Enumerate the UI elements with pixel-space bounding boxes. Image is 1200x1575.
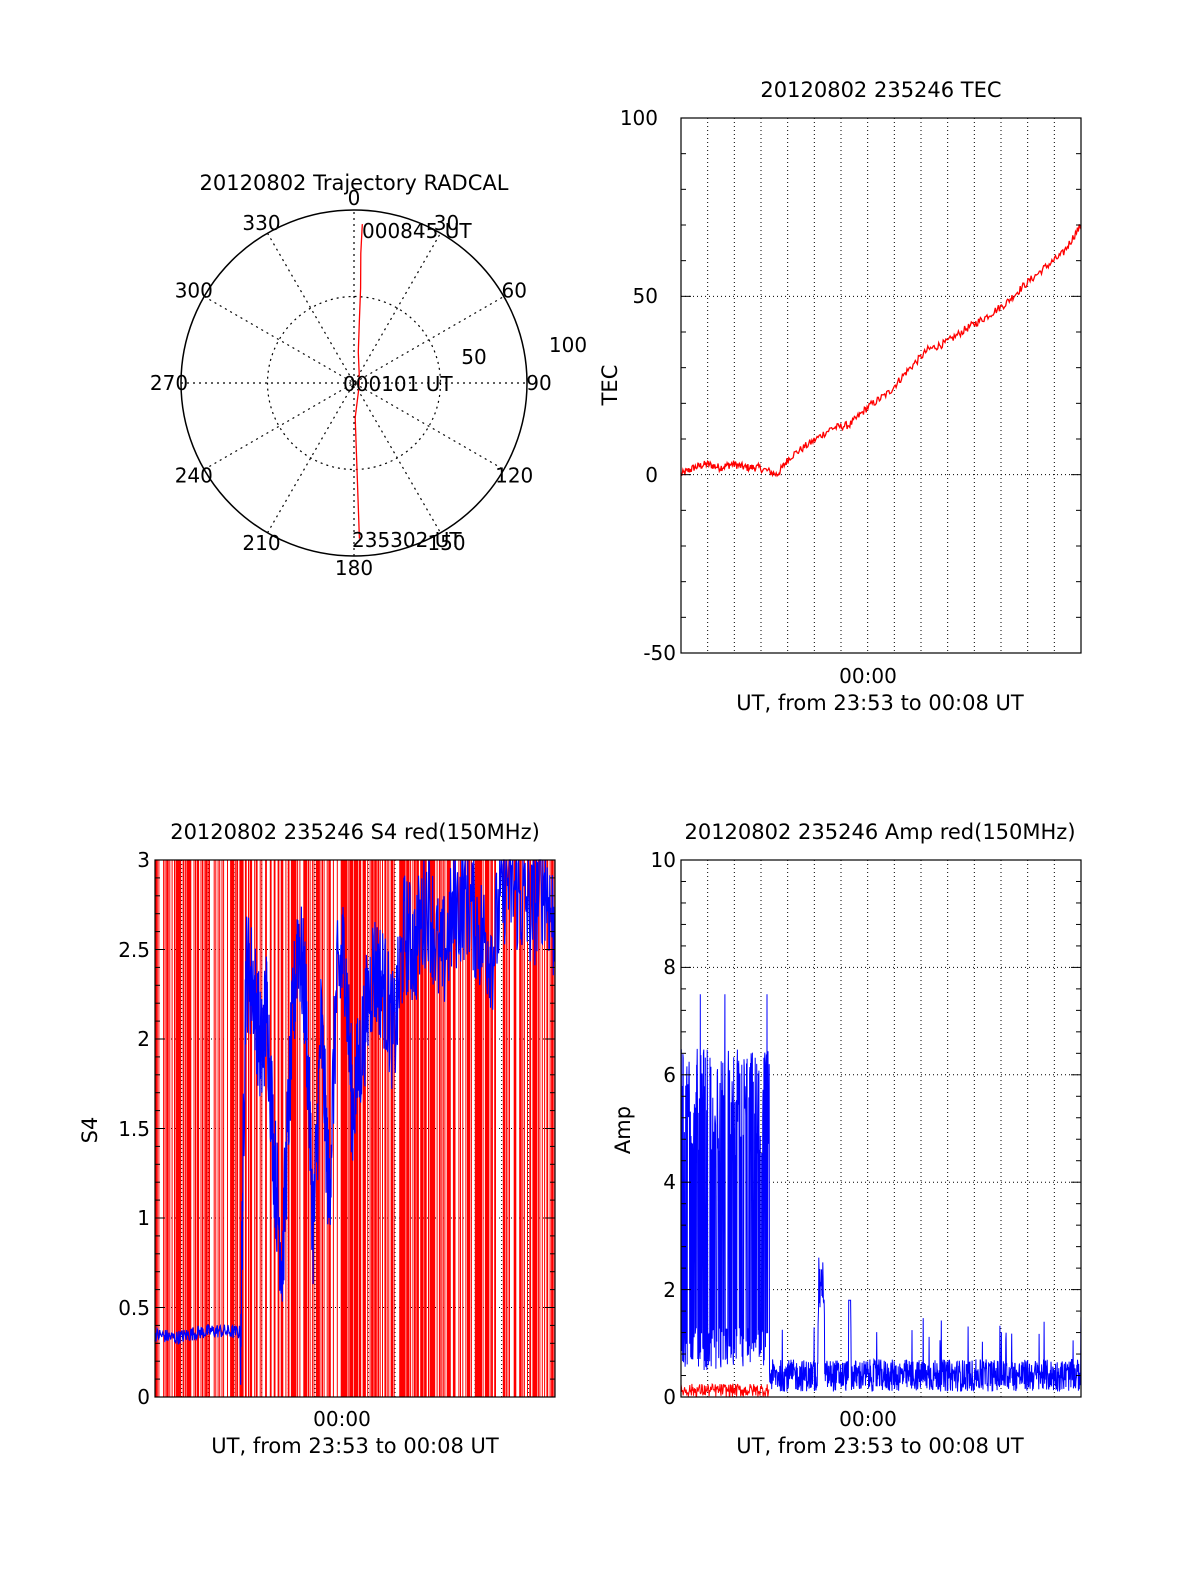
s4-xlabel: UT, from 23:53 to 00:08 UT	[211, 1434, 499, 1458]
polar-azimuth-labels: 0 30 60 90 120 150 180 210 240 270 300 330	[150, 186, 552, 580]
amp-ytick-label: 10	[651, 848, 676, 872]
amp-title: 20120802 235246 Amp red(150MHz)	[684, 820, 1075, 844]
polar-azimuth-label: 300	[175, 279, 213, 303]
trajectory-title: 20120802 Trajectory RADCAL	[200, 171, 509, 195]
polar-azimuth-label: 270	[150, 371, 188, 395]
s4-xtick-label: 00:00	[313, 1407, 371, 1431]
polar-azimuth-label: 240	[175, 464, 213, 488]
amp-chart: 20120802 235246 Amp red(150MHz) 10 8 6 4…	[611, 820, 1082, 1458]
trajectory-mid-label: 000101 UT	[343, 372, 453, 396]
polar-azimuth-label: 120	[495, 464, 533, 488]
polar-grid-spoke	[203, 295, 505, 471]
amp-ytick-label: 6	[663, 1063, 676, 1087]
amp-axis-ticks	[681, 859, 1081, 1398]
polar-grid-spoke	[266, 232, 442, 534]
tec-ytick-label: -50	[643, 641, 676, 665]
s4-chart: 20120802 235246 S4 red(150MHz) 3 2.5 2 1…	[78, 820, 556, 1458]
s4-ytick-label: 3	[137, 848, 150, 872]
polar-grid-spoke	[266, 232, 442, 534]
s4-ytick-label: 1.5	[118, 1117, 150, 1141]
trajectory-end-label: 000845 UT	[362, 219, 472, 243]
tec-xtick-label: 00:00	[839, 664, 897, 688]
polar-azimuth-label: 210	[242, 531, 280, 555]
s4-axis-ticks	[155, 859, 555, 1398]
polar-azimuth-label: 60	[501, 279, 526, 303]
s4-ytick-label: 2.5	[118, 938, 150, 962]
s4-ytick-label: 1	[137, 1206, 150, 1230]
tec-chart: 20120802 235246 TEC 100 50 0 -50 00:00 U…	[598, 78, 1082, 715]
s4-series-blue	[154, 859, 556, 1385]
amp-xtick-label: 00:00	[839, 1407, 897, 1431]
polar-azimuth-label: 330	[242, 211, 280, 235]
polar-azimuth-label: 90	[526, 371, 551, 395]
tec-title: 20120802 235246 TEC	[760, 78, 1001, 102]
tec-grid	[681, 118, 1081, 653]
s4-ytick-label: 2	[137, 1027, 150, 1051]
tec-ytick-label: 0	[645, 463, 658, 487]
tec-axis-ticks	[681, 117, 1081, 654]
s4-ylabel: S4	[78, 1117, 102, 1144]
tec-frame	[680, 117, 1082, 654]
polar-radial-label-50: 50	[461, 345, 486, 369]
tec-xlabel: UT, from 23:53 to 00:08 UT	[736, 691, 1024, 715]
amp-ytick-label: 8	[663, 955, 676, 979]
trajectory-start-label: 235302 UT	[352, 528, 462, 552]
polar-grid	[181, 210, 527, 556]
amp-series-blue	[680, 994, 1082, 1392]
amp-ytick-label: 2	[663, 1278, 676, 1302]
amp-series-red	[680, 1383, 770, 1398]
s4-ytick-label: 0	[137, 1385, 150, 1409]
polar-azimuth-label: 30	[434, 211, 459, 235]
polar-azimuth-label: 0	[348, 186, 361, 210]
amp-xlabel: UT, from 23:53 to 00:08 UT	[736, 1434, 1024, 1458]
polar-azimuth-label: 180	[335, 556, 373, 580]
tec-series-red	[680, 224, 1082, 478]
amp-ytick-label: 4	[663, 1170, 676, 1194]
trajectory-track	[354, 224, 363, 539]
tec-ylabel: TEC	[598, 365, 622, 407]
s4-title: 20120802 235246 S4 red(150MHz)	[170, 820, 540, 844]
amp-ylabel: Amp	[611, 1106, 635, 1154]
polar-outer-circle	[180, 209, 528, 557]
tec-ytick-label: 100	[620, 106, 658, 130]
tec-ytick-label: 50	[633, 284, 658, 308]
s4-ytick-label: 0.5	[118, 1296, 150, 1320]
polar-azimuth-label: 150	[427, 531, 465, 555]
polar-radial-label-100: 100	[549, 333, 587, 357]
trajectory-polar-plot: 20120802 Trajectory RADCAL 0 30 60 90 120 150…	[150, 171, 587, 580]
polar-grid-spoke	[203, 295, 505, 471]
amp-frame	[680, 859, 1082, 1398]
amp-ytick-label: 0	[663, 1385, 676, 1409]
